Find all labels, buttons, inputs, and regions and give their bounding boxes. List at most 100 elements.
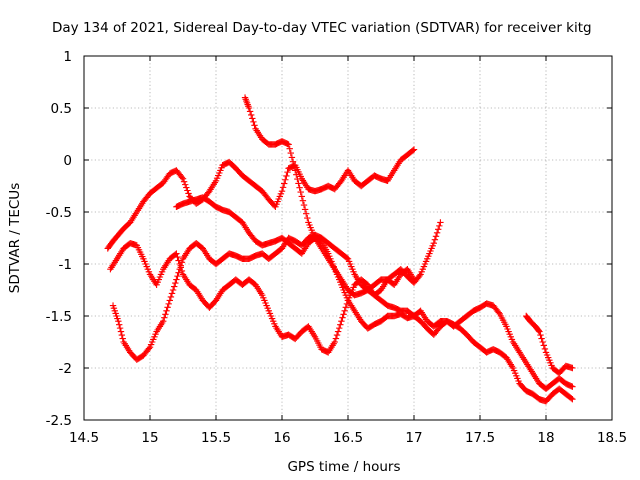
data-point	[338, 318, 345, 325]
data-point	[430, 240, 437, 247]
data-point	[288, 154, 296, 161]
data-point	[172, 279, 179, 287]
data-markers	[104, 94, 576, 405]
data-point	[116, 324, 124, 332]
y-tick-label: -2.5	[46, 413, 72, 429]
data-point	[286, 145, 293, 152]
data-point	[250, 118, 257, 126]
x-tick-label: 16	[273, 430, 290, 446]
data-point	[178, 174, 186, 181]
data-point	[538, 335, 545, 342]
data-point	[173, 276, 180, 283]
data-point	[535, 327, 542, 334]
data-point	[168, 290, 176, 297]
axis-ticks: 14.5 15 15.5 16 16.5 17 17.5 18 18.5 1 0.5 0 -0.5 -1 -…	[46, 49, 627, 446]
data-point	[332, 335, 340, 342]
series-track-5	[241, 94, 576, 405]
data-point	[343, 254, 351, 262]
y-tick-label: 0.5	[51, 101, 72, 117]
x-tick-label: 17	[405, 430, 422, 446]
data-point	[298, 193, 305, 200]
data-point	[296, 184, 303, 191]
data-point	[433, 229, 441, 236]
data-point	[301, 206, 309, 213]
data-point	[287, 149, 294, 157]
data-point	[304, 214, 311, 222]
data-point	[145, 345, 153, 352]
data-point	[541, 345, 549, 353]
data-point	[303, 210, 310, 217]
data-point	[161, 314, 168, 321]
data-point	[437, 219, 444, 226]
y-tick-label: 0	[63, 153, 72, 169]
data-point	[180, 178, 188, 185]
data-point	[293, 171, 300, 178]
data-point	[282, 176, 289, 183]
data-point	[174, 272, 181, 280]
x-tick-label: 16.5	[333, 430, 363, 446]
data-point	[290, 162, 298, 170]
data-point	[171, 283, 178, 290]
data-point	[177, 262, 184, 269]
data-point	[540, 342, 547, 349]
data-point	[334, 328, 342, 335]
data-point	[116, 321, 123, 328]
data-point	[331, 338, 338, 346]
data-point	[173, 250, 180, 257]
gridlines	[84, 56, 612, 420]
data-point	[409, 147, 417, 154]
series-track-3	[109, 231, 418, 363]
data-point	[299, 197, 307, 204]
data-point	[179, 175, 187, 182]
data-point	[435, 226, 442, 233]
y-tick-label: 1	[63, 49, 72, 65]
data-point	[569, 383, 576, 390]
y-tick-label: -0.5	[46, 205, 72, 221]
data-point	[285, 141, 292, 148]
data-point	[184, 187, 191, 194]
data-point	[167, 293, 175, 301]
data-point	[340, 311, 347, 318]
series-track-1	[104, 146, 418, 252]
data-point	[251, 122, 258, 129]
data-point	[166, 297, 173, 304]
data-point	[436, 222, 443, 230]
data-point	[176, 266, 183, 273]
x-tick-label: 15	[141, 430, 158, 446]
data-point	[278, 188, 286, 195]
data-point	[333, 331, 341, 339]
data-point	[569, 396, 576, 403]
data-point	[174, 253, 181, 261]
data-point	[182, 181, 189, 188]
data-point	[568, 395, 575, 402]
data-point	[119, 335, 126, 342]
data-point	[284, 168, 291, 176]
data-point	[539, 338, 546, 346]
data-point	[410, 276, 418, 283]
data-point	[337, 321, 344, 328]
x-tick-label: 14.5	[69, 430, 99, 446]
data-point	[281, 180, 288, 187]
x-tick-label: 18.5	[597, 430, 627, 446]
data-point	[431, 236, 439, 243]
y-tick-label: -2	[59, 361, 72, 377]
y-tick-label: -1.5	[46, 309, 72, 325]
data-point	[185, 190, 192, 197]
data-point	[342, 304, 349, 311]
data-point	[183, 184, 190, 191]
x-axis-label: GPS time / hours	[287, 459, 400, 475]
x-tick-label: 17.5	[465, 430, 495, 446]
data-point	[416, 272, 423, 279]
data-point	[169, 286, 177, 294]
data-point	[569, 364, 576, 372]
data-point	[175, 269, 182, 276]
data-point	[118, 331, 126, 339]
data-point	[295, 180, 302, 187]
data-point	[246, 108, 254, 115]
data-point	[248, 111, 255, 119]
data-point	[163, 307, 170, 314]
data-point	[297, 188, 304, 196]
data-point	[495, 309, 502, 316]
data-point	[292, 167, 299, 174]
